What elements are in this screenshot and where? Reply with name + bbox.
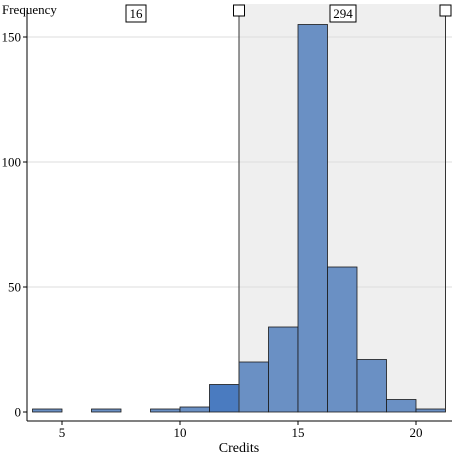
histogram-bar[interactable] <box>268 326 299 413</box>
histogram-bar[interactable] <box>415 408 446 413</box>
x-tick-label: 10 <box>174 425 187 440</box>
selection-right-handle[interactable] <box>439 4 452 17</box>
histogram-bar[interactable] <box>150 408 181 413</box>
x-tick-label: 20 <box>410 425 423 440</box>
outside-count-box: 16 <box>125 4 147 23</box>
inside-count-label: 294 <box>333 6 353 21</box>
histogram-bar[interactable] <box>179 406 210 413</box>
histogram-bar[interactable] <box>356 359 387 413</box>
axes: 0 50 100 150 5 10 15 20 <box>2 10 452 440</box>
histogram-bar[interactable] <box>238 361 269 413</box>
histogram-bar[interactable] <box>297 24 328 413</box>
histogram-bar[interactable] <box>386 399 417 413</box>
inside-count-box: 294 <box>329 4 357 23</box>
x-tick-label: 5 <box>59 425 66 440</box>
y-tick-label: 50 <box>8 280 21 295</box>
y-axis-label: Frequency <box>2 2 57 17</box>
selection-left-handle[interactable] <box>233 4 245 17</box>
y-tick-label: 150 <box>2 30 22 45</box>
histogram-bar[interactable] <box>32 408 63 413</box>
x-axis-label: Credits <box>219 441 259 456</box>
x-tick-label: 15 <box>292 425 305 440</box>
histogram-bar[interactable] <box>91 408 122 413</box>
bars <box>32 24 446 413</box>
histogram-bar[interactable] <box>209 384 240 413</box>
outside-count-label: 16 <box>130 6 144 21</box>
y-tick-label: 100 <box>2 155 22 170</box>
y-tick-label: 0 <box>15 405 22 420</box>
histogram-bar[interactable] <box>327 266 358 413</box>
